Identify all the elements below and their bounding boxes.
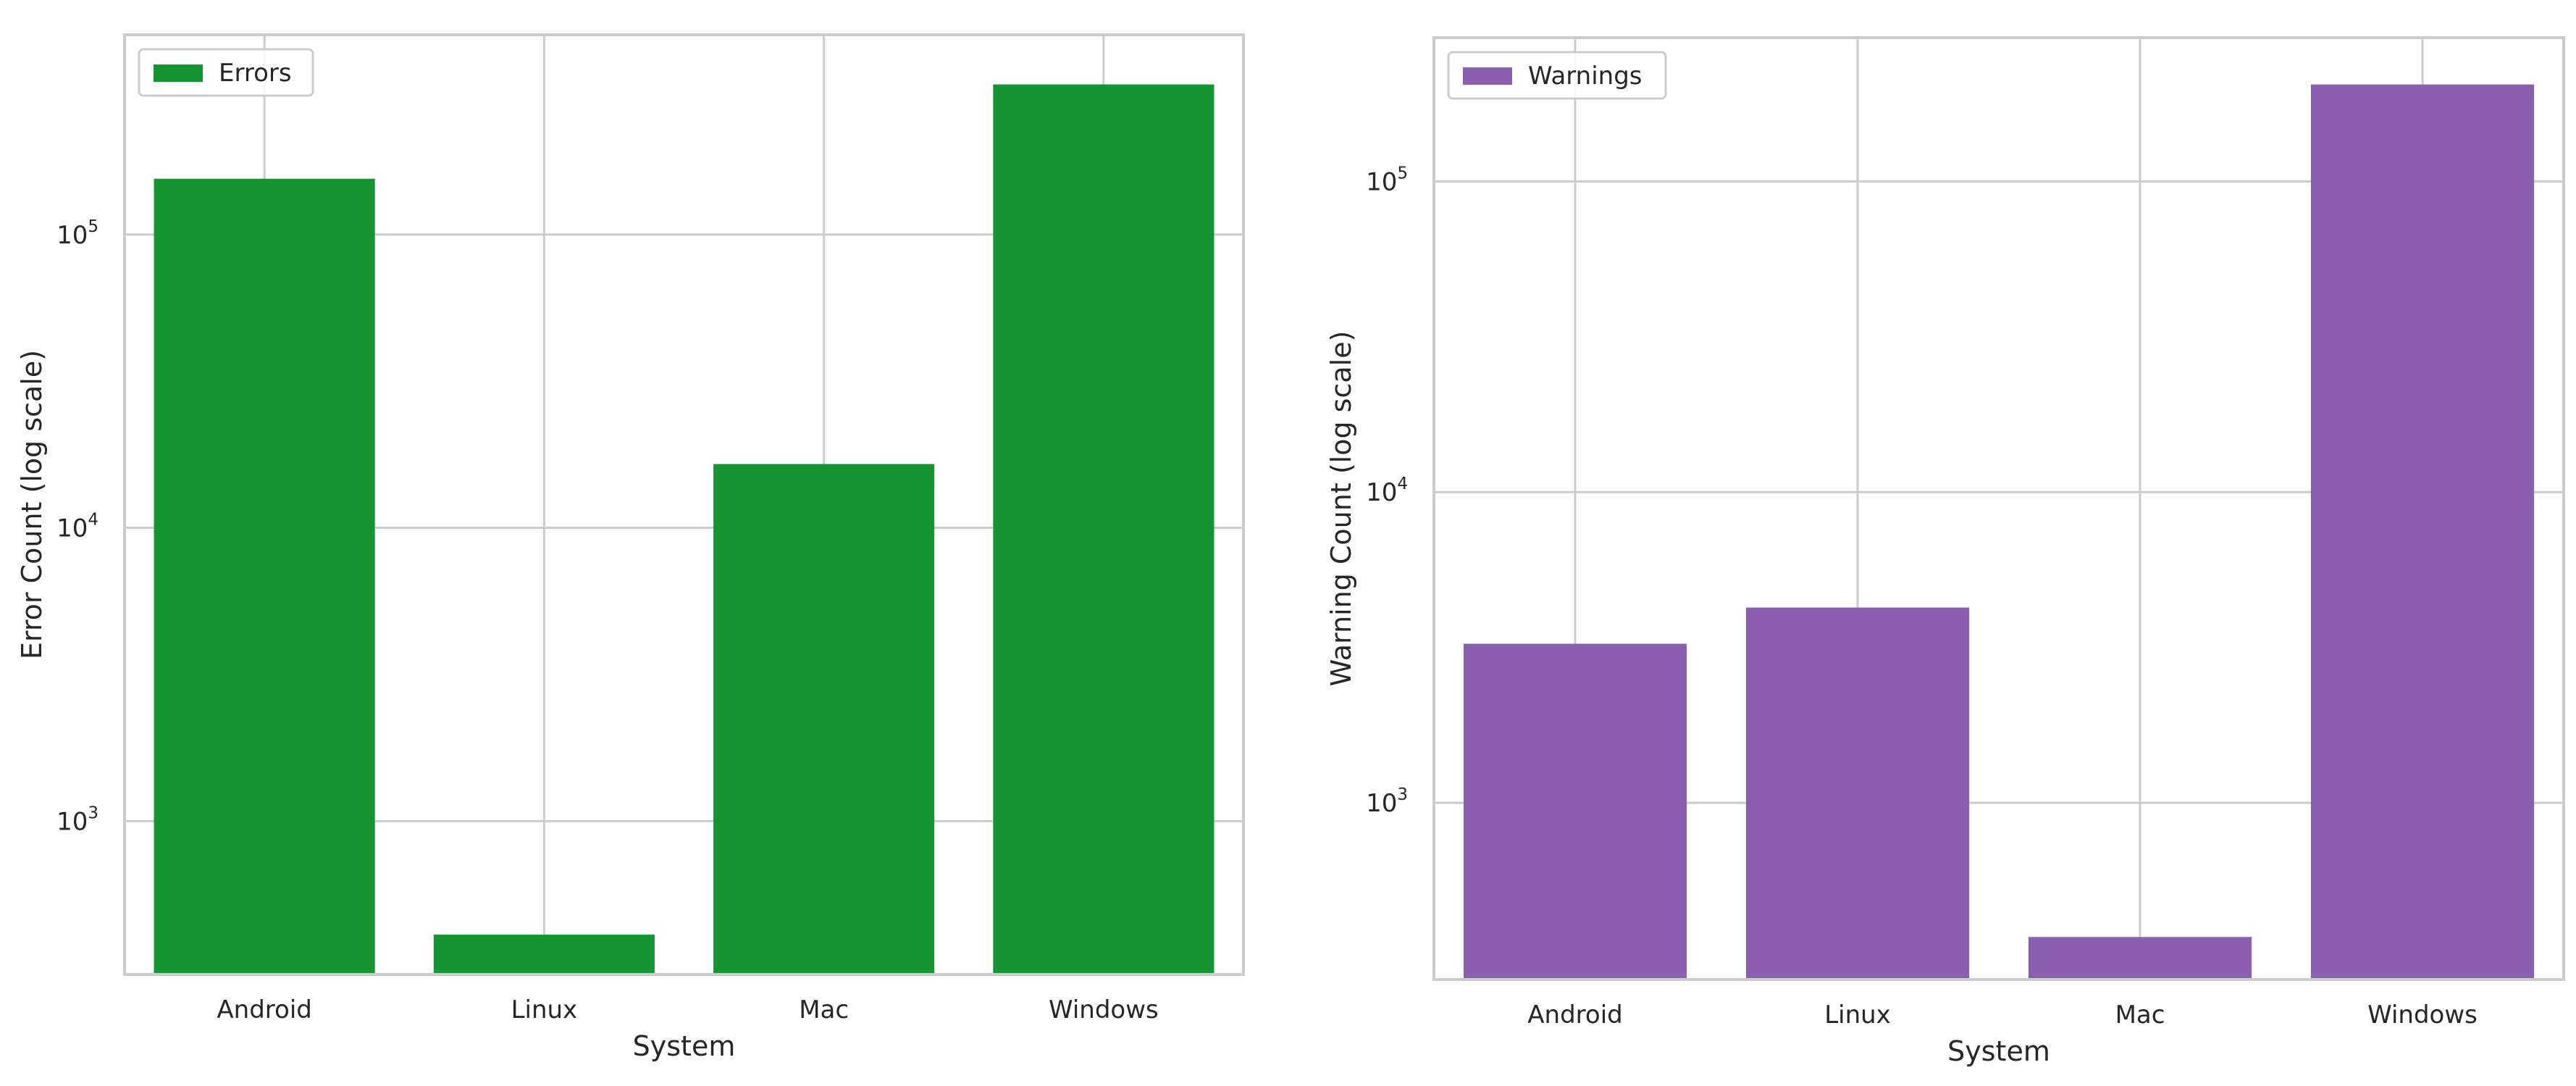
x-tick-label: Android <box>217 995 311 1024</box>
y-tick-label: 105 <box>56 217 98 250</box>
plot-frame <box>1432 36 2565 981</box>
x-axis-label: System <box>1947 1035 2050 1067</box>
y-axis-label: Error Count (log scale) <box>16 350 48 659</box>
bar-android <box>154 178 375 974</box>
y-tick-label: 105 <box>1366 164 1408 196</box>
bar-mac <box>2028 937 2252 980</box>
y-tick-label: 103 <box>1366 785 1408 818</box>
x-tick-label: Linux <box>511 995 578 1024</box>
y-tick-label: 104 <box>56 511 98 543</box>
legend-swatch <box>1463 67 1512 85</box>
bar-windows <box>2310 84 2535 980</box>
errors-chart: Android Linux Mac Windows 103 104 105 System Err… <box>16 33 1245 1062</box>
y-tick-label: 103 <box>56 803 98 836</box>
bar-android <box>1463 643 1687 980</box>
x-tick-label: Windows <box>2367 1001 2478 1029</box>
x-tick-label: Android <box>1527 1001 1622 1029</box>
legend-label: Errors <box>219 59 292 88</box>
legend-box <box>138 48 314 97</box>
bar-linux <box>433 935 655 974</box>
legend-swatch <box>154 64 203 82</box>
x-tick-label: Mac <box>2115 1001 2165 1029</box>
y-tick-label: 104 <box>1366 475 1408 507</box>
legend-box <box>1447 51 1667 100</box>
x-tick-label: Mac <box>799 995 849 1024</box>
plot-frame <box>123 33 1245 976</box>
bar-linux <box>1745 607 1970 980</box>
bar-windows <box>993 84 1214 975</box>
y-axis-label: Warning Count (log scale) <box>1325 331 1357 687</box>
bar-mac <box>713 464 935 974</box>
x-axis-label: System <box>633 1030 736 1062</box>
legend-label: Warnings <box>1528 62 1642 91</box>
x-tick-label: Windows <box>1049 995 1159 1024</box>
x-tick-label: Linux <box>1824 1001 1891 1029</box>
warnings-chart: Android Linux Mac Windows 103 104 105 System War… <box>1325 36 2565 1067</box>
